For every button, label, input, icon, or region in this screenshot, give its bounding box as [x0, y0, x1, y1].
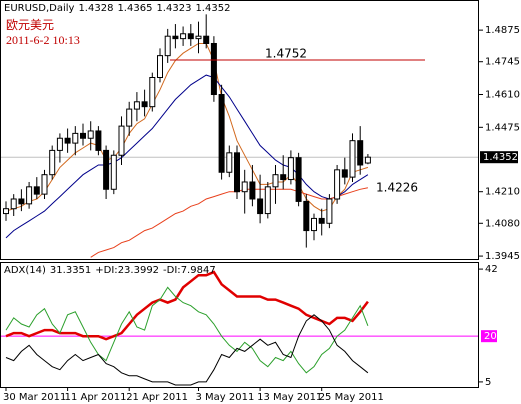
main-pane: [0, 0, 479, 260]
level-box: [481, 330, 497, 343]
y-tick-label: 1.4745: [485, 57, 520, 68]
candle-body: [280, 174, 287, 181]
y-tick-label: 1.4475: [485, 122, 520, 133]
candle-body: [118, 125, 125, 156]
series-value: 7.9847: [181, 265, 216, 276]
candle-body: [195, 35, 202, 40]
candle-body: [326, 198, 333, 224]
candle-body: [149, 77, 156, 108]
candle-body: [64, 137, 71, 144]
x-tick-label: 30 Mar 2011: [3, 392, 66, 403]
candle-body: [303, 200, 310, 232]
candle-body: [126, 108, 133, 127]
chart-title: EURUSD,Daily: [4, 3, 75, 14]
candle-body: [349, 140, 356, 178]
x-tick-label: 3 May 2011: [196, 392, 255, 403]
series-value: 23.3992: [118, 265, 159, 276]
ohlc-value: 1.4352: [195, 3, 230, 14]
indicator-line: [5, 286, 369, 374]
candle-body: [364, 156, 371, 164]
y-tick-label: 1.4080: [485, 218, 520, 229]
candle-body: [234, 152, 240, 193]
candle-body: [87, 130, 94, 139]
moving-average: [5, 74, 369, 239]
candle-body: [41, 174, 48, 195]
candle-body: [341, 169, 348, 178]
candle-body: [226, 152, 233, 173]
series-name: -DI:: [163, 265, 181, 276]
y-tick-label: 1.4875: [485, 25, 520, 36]
candle-body: [357, 140, 364, 166]
ohlc-value: 1.4365: [117, 3, 152, 14]
candle-body: [3, 208, 9, 215]
y-tick-label: 1.4610: [485, 90, 520, 101]
candle-body: [133, 101, 140, 110]
candle-body: [257, 198, 264, 215]
candle-body: [241, 181, 248, 193]
candle-body: [295, 157, 302, 202]
candle-body: [272, 174, 279, 188]
candle-body: [318, 217, 325, 224]
candle-body: [56, 137, 63, 151]
adx-pane: [0, 262, 479, 388]
hline-label: 1.4752: [265, 47, 307, 61]
x-tick-label: 21 Apr 2011: [126, 392, 188, 403]
level-label: 20: [484, 331, 497, 342]
candle-body: [249, 181, 256, 200]
candle-body: [95, 130, 102, 151]
candle-body: [33, 186, 40, 195]
candle-body: [203, 35, 210, 44]
price-label: 1.4226: [376, 180, 418, 194]
candle-body: [218, 94, 225, 173]
candle-body: [187, 33, 194, 40]
note: 2011-6-2 10:13: [6, 33, 80, 47]
ohlc-value: 1.4328: [78, 3, 113, 14]
y-tick-label: 1.4210: [485, 187, 520, 198]
note: 欧元美元: [6, 18, 54, 32]
x-tick-label: 13 May 2011: [257, 392, 322, 403]
current-price-label: 1.4352: [483, 152, 518, 163]
candle-body: [72, 132, 79, 144]
candle-body: [180, 33, 187, 40]
indicator-header: ADX(14) 31.3351 +DI:23.3992 -DI:7.9847: [4, 265, 216, 276]
candle-body: [49, 149, 56, 176]
candle-body: [10, 198, 17, 210]
chart-header: EURUSD,Daily 1.4328 1.4365 1.4323 1.4352: [4, 3, 230, 14]
candle-body: [164, 35, 171, 57]
indicator-title: ADX(14): [4, 265, 46, 276]
candle-body: [264, 186, 271, 215]
moving-average: [5, 43, 369, 212]
candle-body: [18, 198, 25, 205]
series-value: 31.3351: [50, 265, 91, 276]
candle-body: [311, 217, 317, 232]
series-name: +DI:: [95, 265, 117, 276]
candle-body: [110, 154, 117, 190]
candle-body: [172, 35, 179, 40]
ohlc-value: 1.4323: [156, 3, 191, 14]
current-price-box: [480, 151, 518, 164]
candle-body: [210, 42, 217, 96]
candle-body: [80, 132, 86, 139]
x-tick-label: 25 May 2011: [319, 392, 384, 403]
indicator-line: [5, 270, 369, 341]
candle-body: [103, 149, 110, 190]
y-tick-label: 5: [485, 377, 491, 388]
candle-body: [26, 186, 33, 205]
indicator-line: [5, 314, 369, 386]
candle-body: [287, 157, 294, 181]
y-tick-label: 1.3945: [485, 251, 520, 262]
candle-body: [141, 101, 148, 108]
moving-average: [90, 187, 368, 258]
y-tick-label: 42: [485, 264, 498, 275]
candle-body: [334, 169, 341, 200]
candle-body: [157, 55, 163, 79]
x-tick-label: 11 Apr 2011: [65, 392, 127, 403]
